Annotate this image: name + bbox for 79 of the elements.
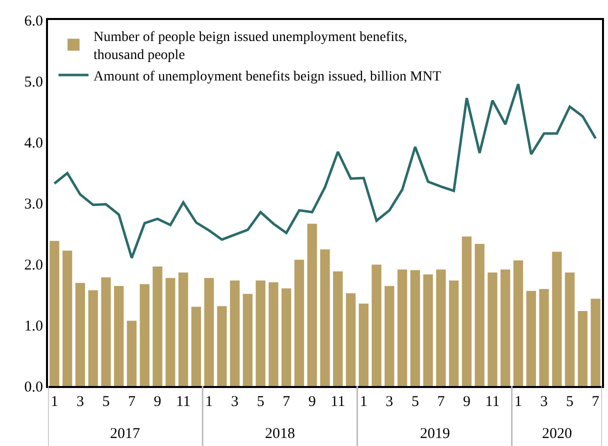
bar <box>50 240 60 386</box>
y-tick-label: 3.0 <box>24 196 43 212</box>
bar <box>539 289 549 386</box>
bar <box>294 260 304 386</box>
bar <box>358 304 368 386</box>
bar <box>488 272 498 386</box>
bar <box>140 284 150 386</box>
bar <box>307 224 317 386</box>
bar <box>449 280 459 386</box>
bar <box>578 310 588 386</box>
x-tick-label: 7 <box>128 394 136 410</box>
bar <box>166 278 176 386</box>
x-tick-label: 3 <box>386 394 394 410</box>
bar <box>256 280 266 386</box>
text: 2020 <box>542 426 572 442</box>
x-tick-label: 5 <box>102 394 110 410</box>
bar <box>75 282 86 386</box>
x-tick-label: 7 <box>592 394 600 410</box>
bar <box>333 271 343 386</box>
legend-label: Amount of unemployment benefits beign issued, billion MNT <box>94 69 442 84</box>
bar <box>474 244 484 386</box>
y-tick-label: 1.0 <box>24 318 43 334</box>
x-tick-label: 3 <box>540 394 548 410</box>
bar <box>384 286 394 386</box>
x-tick-label: 9 <box>462 394 470 410</box>
x-tick-label: 5 <box>566 394 574 410</box>
y-tick-label: 2.0 <box>24 257 43 274</box>
x-tick-label: 1 <box>50 394 58 410</box>
bar <box>372 264 382 386</box>
x-tick-label: 1 <box>360 394 368 410</box>
bar <box>126 320 137 386</box>
bar <box>552 252 562 386</box>
bar <box>513 260 524 386</box>
bar <box>526 290 536 386</box>
x-tick-label: 9 <box>308 394 316 410</box>
bar <box>320 249 330 386</box>
bar <box>178 272 188 386</box>
bar <box>346 293 356 386</box>
x-tick-label: 5 <box>256 394 264 410</box>
bar <box>217 306 227 386</box>
y-tick-label: 5.0 <box>24 74 43 90</box>
x-tick-label: 9 <box>154 394 162 410</box>
bar <box>423 274 433 386</box>
x-tick-label: 11 <box>330 394 346 410</box>
y-tick-label: 0.0 <box>24 379 43 396</box>
bar <box>230 280 240 386</box>
bar <box>204 278 214 386</box>
x-tick-label: 11 <box>485 394 500 410</box>
text: 2017 <box>110 426 140 442</box>
bar <box>88 290 98 386</box>
bar <box>410 270 420 386</box>
bar <box>436 269 446 386</box>
bar <box>564 272 575 386</box>
y-tick-label: 6.0 <box>24 13 43 30</box>
bar <box>242 294 253 386</box>
x-tick-label: 1 <box>514 394 522 410</box>
bar <box>462 236 472 386</box>
bar <box>397 269 408 386</box>
x-tick-label: 11 <box>176 394 191 410</box>
y-tick-label: 4.0 <box>24 135 43 152</box>
text: 2018 <box>265 426 295 442</box>
legend-label: Number of people beign issued unemployment benefits, thousand people <box>94 30 408 64</box>
x-tick-label: 7 <box>437 394 446 410</box>
bar <box>590 298 600 386</box>
bar <box>282 288 292 386</box>
bar <box>152 266 162 386</box>
bar <box>191 306 201 386</box>
bar <box>500 269 510 386</box>
bar <box>62 250 72 386</box>
x-tick-label: 3 <box>231 394 239 410</box>
x-tick-label: 5 <box>411 394 419 410</box>
x-tick-label: 3 <box>76 394 84 410</box>
bar <box>101 277 111 386</box>
x-tick-label: 7 <box>282 394 291 410</box>
text: 2019 <box>420 426 450 442</box>
bar <box>114 286 124 386</box>
x-tick-label: 1 <box>205 394 213 410</box>
line-series <box>53 82 597 260</box>
bar <box>268 282 278 386</box>
